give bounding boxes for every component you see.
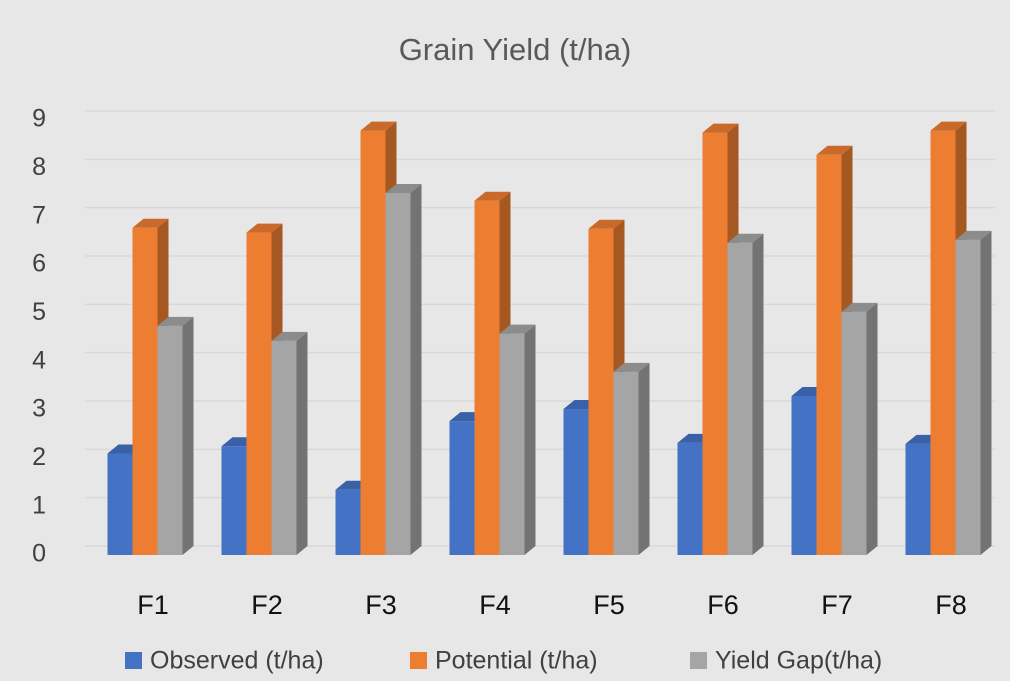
bar-top <box>474 191 511 201</box>
bar-top <box>157 316 194 326</box>
y-tick-label: 0 <box>32 540 46 568</box>
bar-side <box>638 362 650 555</box>
bar-front <box>677 442 703 555</box>
bar-side <box>182 316 194 555</box>
bar-front <box>499 333 525 555</box>
y-tick-label: 7 <box>32 201 46 229</box>
legend-label: Potential (t/ha) <box>435 647 598 675</box>
bar-front <box>702 132 728 556</box>
bar-top <box>613 362 650 372</box>
bar-top <box>499 324 536 334</box>
bar <box>816 145 853 556</box>
bar-side <box>524 324 536 555</box>
bar-front <box>107 453 133 555</box>
bar-front <box>791 395 817 555</box>
bar-top <box>271 331 308 341</box>
bar-front <box>271 340 297 555</box>
y-tick-label: 3 <box>32 395 46 423</box>
bar-top <box>385 183 422 193</box>
bar-side <box>296 331 308 555</box>
x-tick-label: F7 <box>821 590 853 620</box>
bar-top <box>246 223 283 233</box>
bar-front <box>905 443 931 555</box>
bar <box>841 302 878 555</box>
legend-swatch <box>410 652 427 669</box>
y-tick-label: 1 <box>32 491 46 519</box>
x-tick-label: F1 <box>137 590 169 620</box>
y-tick-label: 9 <box>32 105 46 133</box>
bar <box>613 362 650 555</box>
bar <box>271 331 308 555</box>
bar-front <box>246 232 272 555</box>
chart-title: Grain Yield (t/ha) <box>399 32 632 67</box>
y-tick-label: 2 <box>32 443 46 471</box>
bar-front <box>588 228 614 555</box>
bar-top <box>588 219 625 229</box>
bar-front <box>449 421 475 555</box>
bar-front <box>385 192 411 555</box>
bar-front <box>360 130 386 555</box>
bar-top <box>841 302 878 312</box>
y-tick-label: 6 <box>32 250 46 278</box>
bar <box>955 230 992 555</box>
bar-front <box>221 446 247 555</box>
bar-front <box>335 489 361 555</box>
x-tick-label: F5 <box>593 590 625 620</box>
bar-top <box>702 123 739 133</box>
bar-front <box>727 242 753 555</box>
bar-front <box>563 409 589 555</box>
bar-front <box>841 311 867 555</box>
x-tick-label: F3 <box>365 590 397 620</box>
bar-top <box>727 233 764 243</box>
bar-top <box>816 145 853 155</box>
bar-top <box>360 121 397 131</box>
x-tick-label: F6 <box>707 590 739 620</box>
bar-side <box>410 183 422 555</box>
legend-swatch <box>690 652 707 669</box>
bar-side <box>866 302 878 555</box>
x-tick-label: F4 <box>479 590 511 620</box>
x-tick-label: F2 <box>251 590 283 620</box>
x-tick-label: F8 <box>935 590 967 620</box>
legend-label: Yield Gap(t/ha) <box>715 647 882 675</box>
legend-swatch <box>125 652 142 669</box>
bar <box>499 324 536 555</box>
bar-front <box>930 130 956 555</box>
bar-top <box>955 230 992 240</box>
bar-front <box>816 154 842 556</box>
y-tick-label: 4 <box>32 346 46 374</box>
bar-side <box>752 233 764 555</box>
bar-front <box>474 200 500 555</box>
y-tick-label: 5 <box>32 298 46 326</box>
bar <box>727 233 764 555</box>
bar-top <box>132 218 169 228</box>
bar-front <box>613 371 639 555</box>
bar <box>157 316 194 555</box>
bar-front <box>955 239 981 555</box>
bar-front <box>132 227 158 556</box>
bar-side <box>980 230 992 555</box>
bar <box>385 183 422 555</box>
legend-label: Observed (t/ha) <box>150 647 324 675</box>
y-tick-label: 8 <box>32 153 46 181</box>
bar-front <box>157 325 183 555</box>
bar-top <box>930 121 967 131</box>
